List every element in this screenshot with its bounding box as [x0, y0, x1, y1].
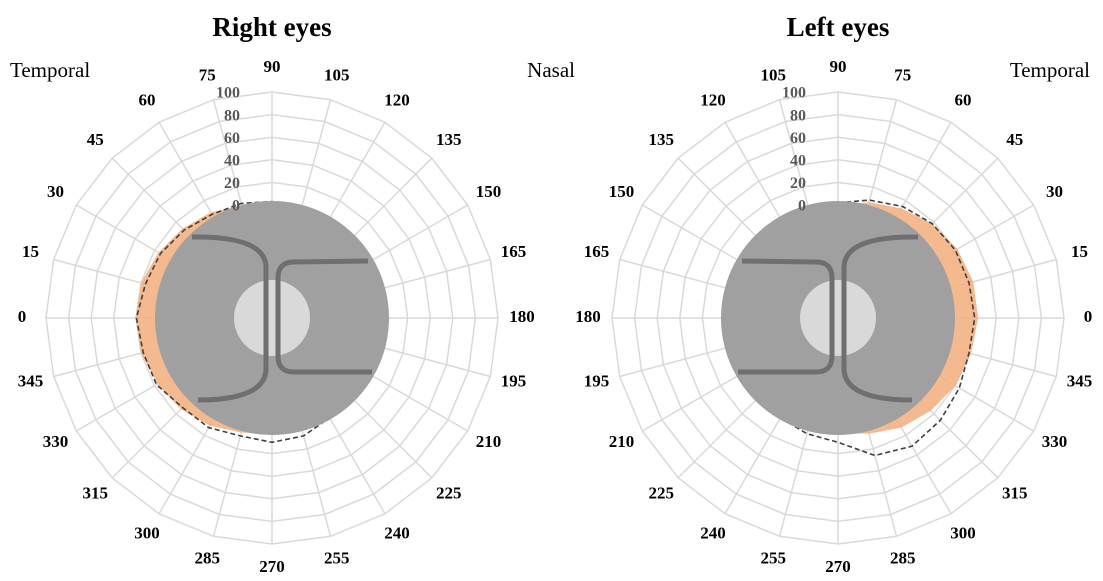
y-tick-label: 40 — [224, 152, 240, 169]
y-tick-label: 60 — [790, 130, 806, 147]
optic-disc — [800, 280, 876, 356]
annotation: Temporal — [10, 58, 90, 82]
y-tick-label: 0 — [798, 198, 806, 215]
category-label: 255 — [324, 548, 350, 567]
category-label: 300 — [134, 523, 160, 542]
y-tick-label: 0 — [232, 198, 240, 215]
category-label: 345 — [1067, 372, 1093, 391]
category-label: 105 — [324, 65, 350, 84]
y-tick-label: 20 — [790, 175, 806, 192]
category-label: 270 — [825, 557, 851, 576]
category-label: 30 — [47, 182, 64, 201]
category-label: 45 — [87, 130, 104, 149]
category-label: 75 — [894, 65, 911, 84]
category-label: 225 — [648, 484, 674, 503]
category-label: 315 — [1002, 484, 1028, 503]
category-label: 315 — [82, 484, 108, 503]
y-tick-label: 100 — [782, 85, 806, 102]
category-label: 150 — [476, 182, 502, 201]
chart-title: Left eyes — [787, 12, 890, 42]
category-label: 135 — [648, 130, 674, 149]
category-label: 90 — [830, 57, 847, 76]
y-tick-label: 80 — [224, 107, 240, 124]
category-label: 270 — [259, 557, 285, 576]
y-tick-label: 60 — [224, 130, 240, 147]
category-label: 240 — [700, 523, 726, 542]
category-label: 285 — [195, 548, 221, 567]
category-label: 15 — [1071, 242, 1088, 261]
category-label: 0 — [18, 307, 27, 326]
category-label: 285 — [890, 548, 916, 567]
category-label: 90 — [264, 57, 281, 76]
category-label: 180 — [509, 307, 535, 326]
category-label: 120 — [384, 90, 410, 109]
category-label: 15 — [22, 242, 39, 261]
category-label: 150 — [609, 182, 635, 201]
category-label: 165 — [584, 242, 610, 261]
category-label: 330 — [43, 432, 69, 451]
category-label: 195 — [584, 372, 610, 391]
category-label: 165 — [501, 242, 527, 261]
chart: Right eyes Temporal Nasal 0 20 40 60 80 100 90 105… — [0, 0, 1103, 581]
category-label: 180 — [575, 307, 601, 326]
category-label: 330 — [1042, 432, 1068, 451]
annotation: Temporal — [1010, 58, 1090, 82]
category-label: 45 — [1006, 130, 1023, 149]
y-tick-label: 80 — [790, 107, 806, 124]
category-label: 210 — [609, 432, 635, 451]
y-tick-label: 40 — [790, 152, 806, 169]
annotation: Nasal — [527, 58, 575, 82]
category-label: 135 — [436, 130, 462, 149]
y-tick-label: 20 — [224, 175, 240, 192]
category-label: 30 — [1046, 182, 1063, 201]
optic-disc — [234, 280, 310, 356]
category-label: 195 — [501, 372, 527, 391]
category-label: 0 — [1084, 307, 1093, 326]
eye-illustration — [721, 201, 955, 435]
category-label: 345 — [18, 372, 44, 391]
category-label: 60 — [139, 90, 156, 109]
category-label: 240 — [384, 523, 410, 542]
category-label: 105 — [761, 65, 787, 84]
category-label: 255 — [761, 548, 787, 567]
category-label: 120 — [700, 90, 726, 109]
category-label: 60 — [955, 90, 972, 109]
category-label: 225 — [436, 484, 462, 503]
eye-illustration — [155, 201, 389, 435]
category-label: 75 — [199, 65, 216, 84]
chart-title: Right eyes — [212, 12, 331, 42]
y-tick-label: 100 — [216, 85, 240, 102]
category-label: 210 — [476, 432, 502, 451]
category-label: 300 — [950, 523, 976, 542]
